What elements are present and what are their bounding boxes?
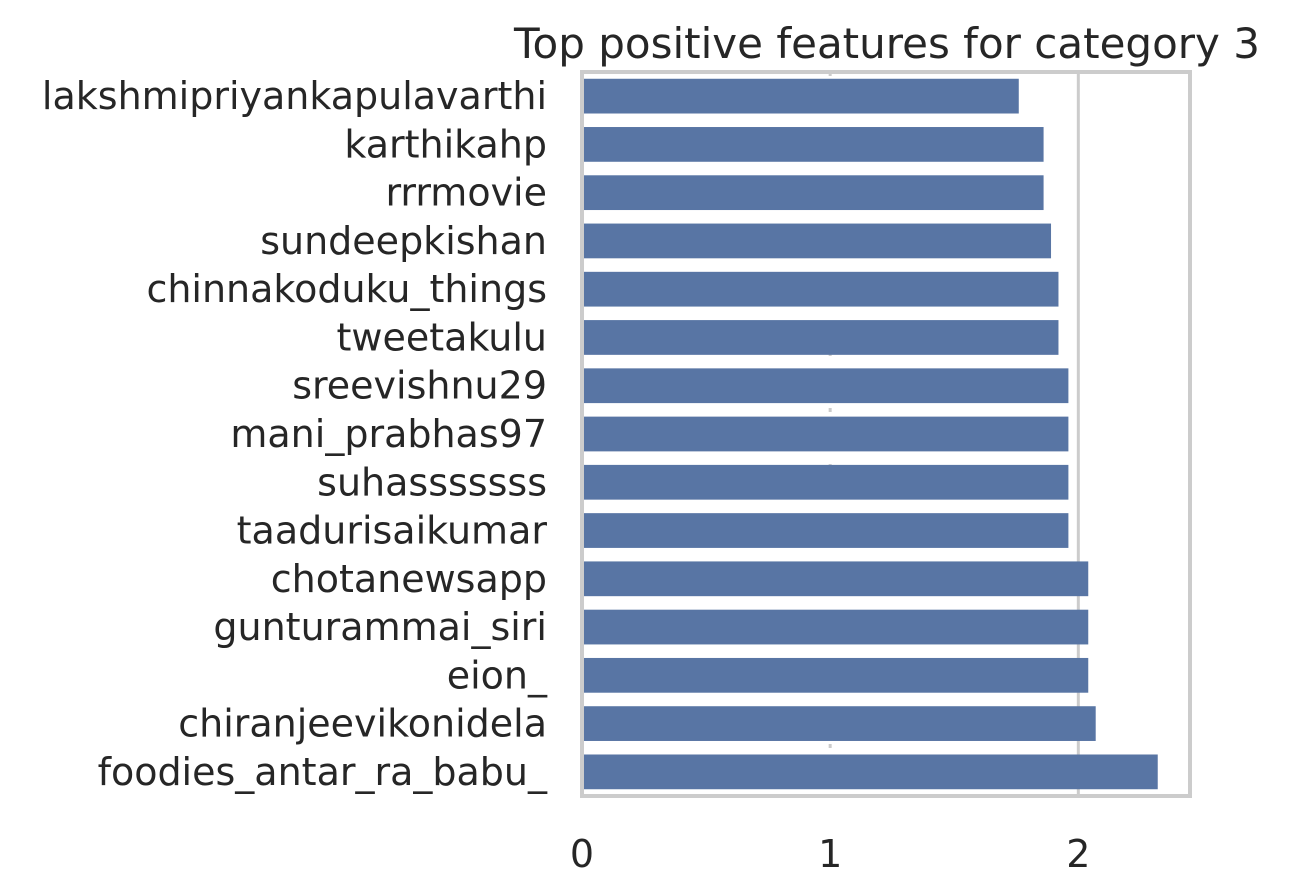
y-tick-label: gunturammai_siri xyxy=(213,605,547,649)
y-tick-label: chinnakoduku_things xyxy=(146,267,547,311)
y-tick-label: eion_ xyxy=(447,653,548,697)
bar xyxy=(582,78,1019,114)
plot-frame xyxy=(580,70,1192,798)
y-tick-label: chotanewsapp xyxy=(271,557,547,601)
bar xyxy=(582,127,1044,162)
x-tick-label: 0 xyxy=(570,832,594,876)
bar xyxy=(582,464,1069,500)
bar xyxy=(582,175,1044,211)
y-tick-label: sreevishnu29 xyxy=(292,364,547,408)
y-tick-label: tweetakulu xyxy=(337,315,547,359)
y-tick-label: lakshmipriyankapulavarthi xyxy=(42,74,547,118)
y-tick-label: rrrmovie xyxy=(385,171,547,215)
bar xyxy=(582,657,1089,693)
x-tick-label: 2 xyxy=(1066,832,1090,876)
x-tick-label: 1 xyxy=(818,832,842,876)
y-tick-label: chiranjeevikonidela xyxy=(178,702,547,746)
bar xyxy=(582,706,1096,741)
bar xyxy=(582,416,1069,452)
y-tick-label: sundeepkishan xyxy=(260,219,547,263)
bar xyxy=(582,609,1089,645)
bar xyxy=(582,513,1069,548)
x-tick-labels: 0 1 2 xyxy=(570,832,1091,876)
y-tick-label: foodies_antar_ra_babu_ xyxy=(98,750,548,794)
bar xyxy=(582,754,1158,790)
bar xyxy=(582,561,1089,597)
bar xyxy=(582,320,1059,355)
y-tick-label: karthikahp xyxy=(344,122,547,166)
bar xyxy=(582,271,1059,307)
bar xyxy=(582,368,1069,404)
y-tick-label: mani_prabhas97 xyxy=(230,412,547,456)
y-tick-label: taadurisaikumar xyxy=(237,509,548,553)
bar xyxy=(582,223,1052,259)
bar-layer xyxy=(582,78,1158,790)
chart-title: Top positive features for category 3 xyxy=(513,19,1260,68)
y-tick-label: suhasssssss xyxy=(317,460,547,504)
